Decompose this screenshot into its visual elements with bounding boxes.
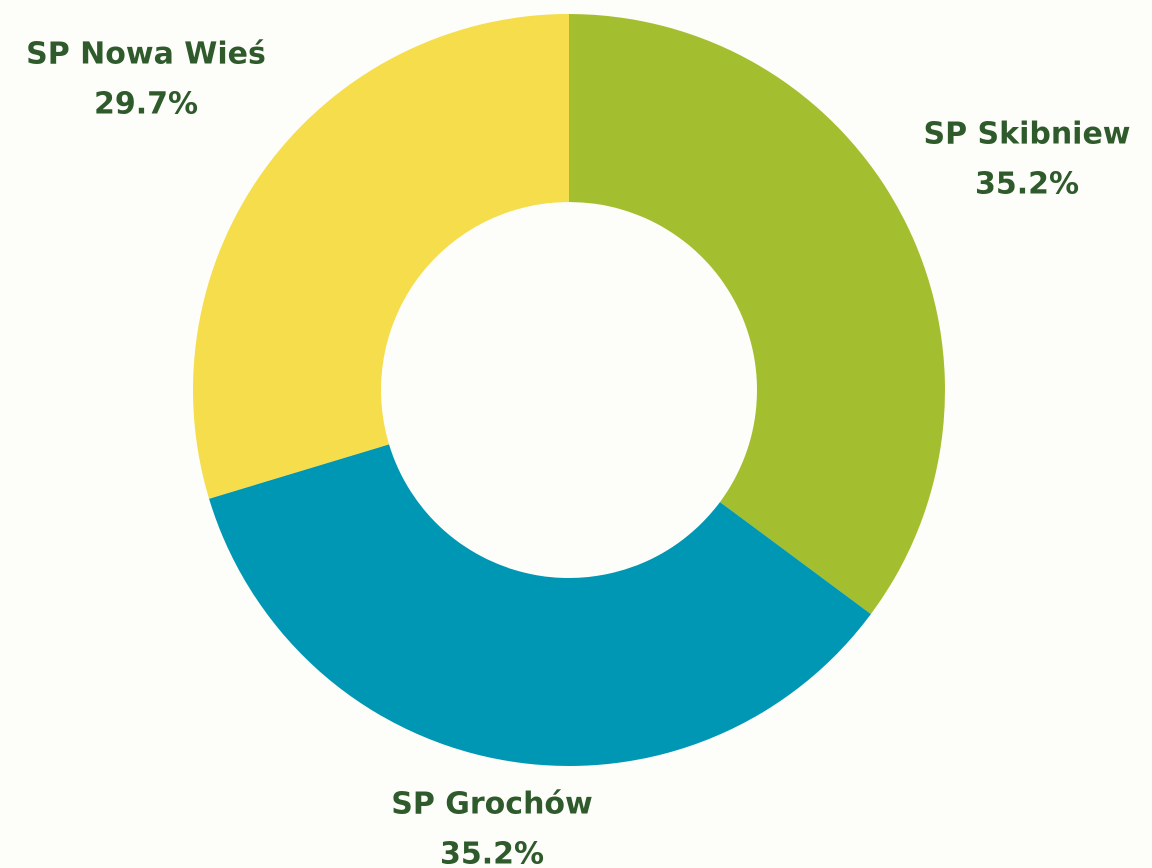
- donut-slice: [192, 14, 570, 499]
- donut-slice: [209, 444, 871, 767]
- slice-label: SP Skibniew: [923, 117, 1130, 152]
- slice-value-label: 29.7%: [94, 87, 198, 122]
- slice-value-label: 35.2%: [440, 837, 544, 868]
- slice-label: SP Grochów: [391, 787, 593, 822]
- donut-slice: [569, 14, 945, 615]
- slice-value-label: 35.2%: [975, 167, 1079, 202]
- slice-label: SP Nowa Wieś: [26, 37, 266, 72]
